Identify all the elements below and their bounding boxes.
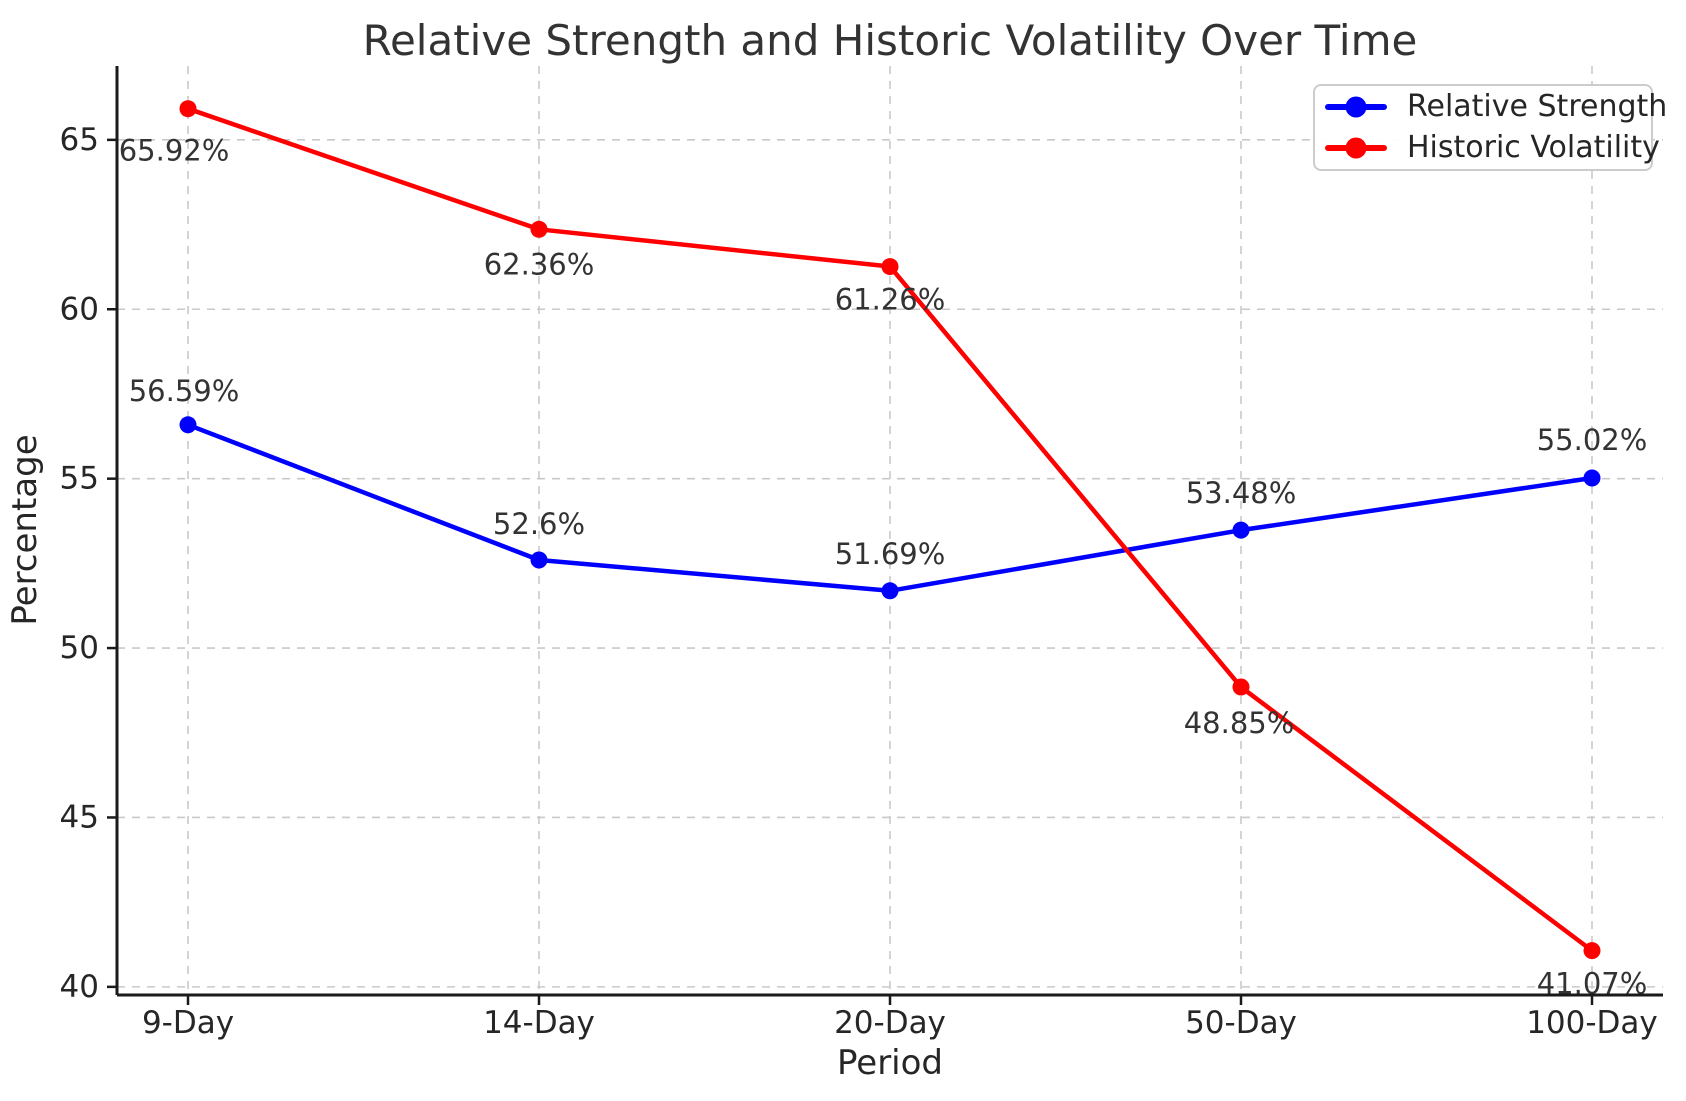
x-tick-label: 100-Day bbox=[1526, 1005, 1658, 1041]
data-label: 53.48% bbox=[1186, 476, 1297, 510]
data-point-marker bbox=[179, 100, 197, 118]
data-point-marker bbox=[179, 416, 197, 434]
data-label: 55.02% bbox=[1537, 423, 1648, 457]
legend-label-relative-strength: Relative Strength bbox=[1407, 89, 1668, 124]
data-point-marker bbox=[1232, 521, 1250, 539]
data-label: 52.6% bbox=[493, 507, 585, 541]
x-axis-label: Period bbox=[837, 1043, 943, 1083]
legend-item-relative-strength: Relative Strength bbox=[1325, 91, 1667, 123]
data-point-marker bbox=[1583, 469, 1601, 487]
x-tick-label: 20-Day bbox=[834, 1005, 946, 1041]
data-labels: 56.59% 52.6% 51.69% 53.48% 55.02% 65.92% 62.36… bbox=[119, 134, 1648, 1001]
legend-dot-icon bbox=[1345, 137, 1367, 159]
legend-line-marker-icon bbox=[1325, 137, 1387, 159]
y-tick-label: 60 bbox=[60, 291, 99, 327]
data-label: 51.69% bbox=[835, 537, 946, 571]
chart-title: Relative Strength and Historic Volatilit… bbox=[363, 16, 1418, 65]
data-point-marker bbox=[530, 220, 548, 238]
y-axis-label: Percentage bbox=[5, 434, 45, 625]
axes-spines bbox=[107, 66, 1663, 1005]
legend-item-historic-volatility: Historic Volatility bbox=[1325, 132, 1660, 164]
y-tick-label: 55 bbox=[60, 461, 99, 497]
data-label: 61.26% bbox=[835, 283, 946, 317]
legend-line-marker-icon bbox=[1325, 96, 1387, 118]
data-label: 62.36% bbox=[484, 247, 595, 281]
y-tick-label: 40 bbox=[60, 969, 99, 1005]
data-point-marker bbox=[530, 551, 548, 569]
data-label: 65.92% bbox=[119, 134, 230, 168]
legend: Relative Strength Historic Volatility bbox=[1313, 84, 1667, 171]
y-tick-label: 65 bbox=[60, 122, 99, 158]
x-tick-label: 14-Day bbox=[483, 1005, 595, 1041]
legend-dot-icon bbox=[1345, 96, 1367, 118]
x-tick-label: 9-Day bbox=[142, 1005, 234, 1041]
y-tick-label: 45 bbox=[60, 799, 99, 835]
tick-labels: 40 45 50 55 60 65 9-Day 14-Day 20-Day 50-Day 100-D… bbox=[60, 122, 1658, 1041]
legend-label-historic-volatility: Historic Volatility bbox=[1407, 130, 1660, 165]
y-tick-label: 50 bbox=[60, 630, 99, 666]
data-point-marker bbox=[881, 582, 899, 600]
x-tick-label: 50-Day bbox=[1185, 1005, 1297, 1041]
gridlines bbox=[117, 66, 1663, 995]
data-point-marker bbox=[1232, 678, 1250, 696]
series-lines bbox=[179, 100, 1601, 960]
data-point-marker bbox=[881, 258, 899, 276]
data-label: 56.59% bbox=[129, 374, 240, 408]
data-point-marker bbox=[1583, 942, 1601, 960]
data-label: 48.85% bbox=[1184, 706, 1295, 740]
